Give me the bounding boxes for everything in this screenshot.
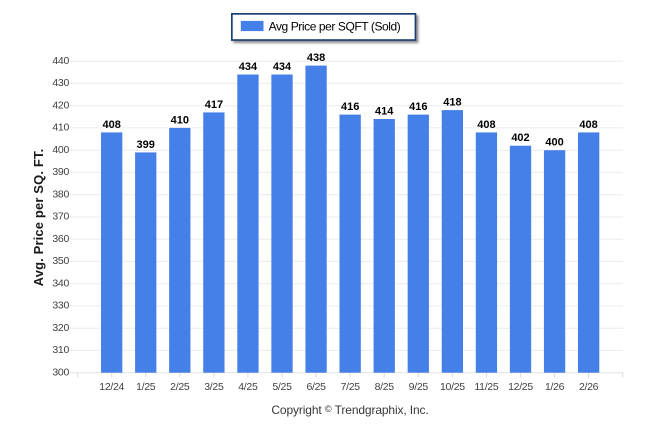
svg-text:417: 417	[205, 99, 223, 111]
svg-text:320: 320	[52, 322, 69, 334]
svg-text:340: 340	[52, 277, 69, 289]
svg-text:416: 416	[341, 101, 359, 113]
svg-text:440: 440	[52, 55, 69, 67]
svg-text:Copyright © Trendgraphix, Inc.: Copyright © Trendgraphix, Inc.	[271, 403, 428, 417]
svg-text:7/25: 7/25	[341, 381, 361, 393]
svg-text:402: 402	[511, 132, 529, 144]
svg-text:2/26: 2/26	[579, 381, 599, 393]
svg-text:310: 310	[52, 344, 69, 356]
svg-text:10/25: 10/25	[440, 381, 465, 393]
svg-text:6/25: 6/25	[306, 381, 326, 393]
svg-text:12/24: 12/24	[99, 381, 124, 393]
svg-text:9/25: 9/25	[409, 381, 429, 393]
svg-text:399: 399	[137, 139, 155, 151]
svg-text:400: 400	[545, 137, 563, 149]
svg-text:434: 434	[239, 61, 258, 73]
svg-text:11/25: 11/25	[474, 381, 498, 393]
svg-text:Avg. Price per SQ. FT.: Avg. Price per SQ. FT.	[31, 149, 46, 287]
svg-text:416: 416	[409, 101, 427, 113]
svg-text:12/25: 12/25	[508, 381, 533, 393]
svg-text:410: 410	[52, 122, 69, 134]
svg-text:330: 330	[52, 300, 69, 312]
svg-text:408: 408	[477, 119, 495, 131]
svg-text:350: 350	[52, 255, 69, 267]
svg-text:390: 390	[52, 166, 69, 178]
svg-text:434: 434	[273, 61, 292, 73]
svg-text:408: 408	[579, 119, 597, 131]
svg-text:Avg Price per SQFT (Sold): Avg Price per SQFT (Sold)	[269, 19, 401, 33]
svg-text:1/25: 1/25	[136, 381, 156, 393]
svg-text:420: 420	[52, 99, 69, 111]
svg-text:430: 430	[52, 77, 69, 89]
svg-text:380: 380	[52, 188, 69, 200]
svg-text:408: 408	[103, 119, 121, 131]
svg-text:438: 438	[307, 52, 325, 64]
svg-text:8/25: 8/25	[375, 381, 395, 393]
svg-text:410: 410	[171, 114, 189, 126]
svg-text:300: 300	[52, 366, 69, 378]
svg-text:360: 360	[52, 233, 69, 245]
svg-text:414: 414	[375, 106, 394, 118]
svg-text:5/25: 5/25	[272, 381, 292, 393]
svg-text:3/25: 3/25	[204, 381, 224, 393]
svg-text:370: 370	[52, 211, 69, 223]
svg-text:400: 400	[52, 144, 69, 156]
svg-text:4/25: 4/25	[238, 381, 258, 393]
svg-text:1/26: 1/26	[545, 381, 565, 393]
svg-text:418: 418	[443, 97, 461, 109]
svg-text:2/25: 2/25	[170, 381, 190, 393]
